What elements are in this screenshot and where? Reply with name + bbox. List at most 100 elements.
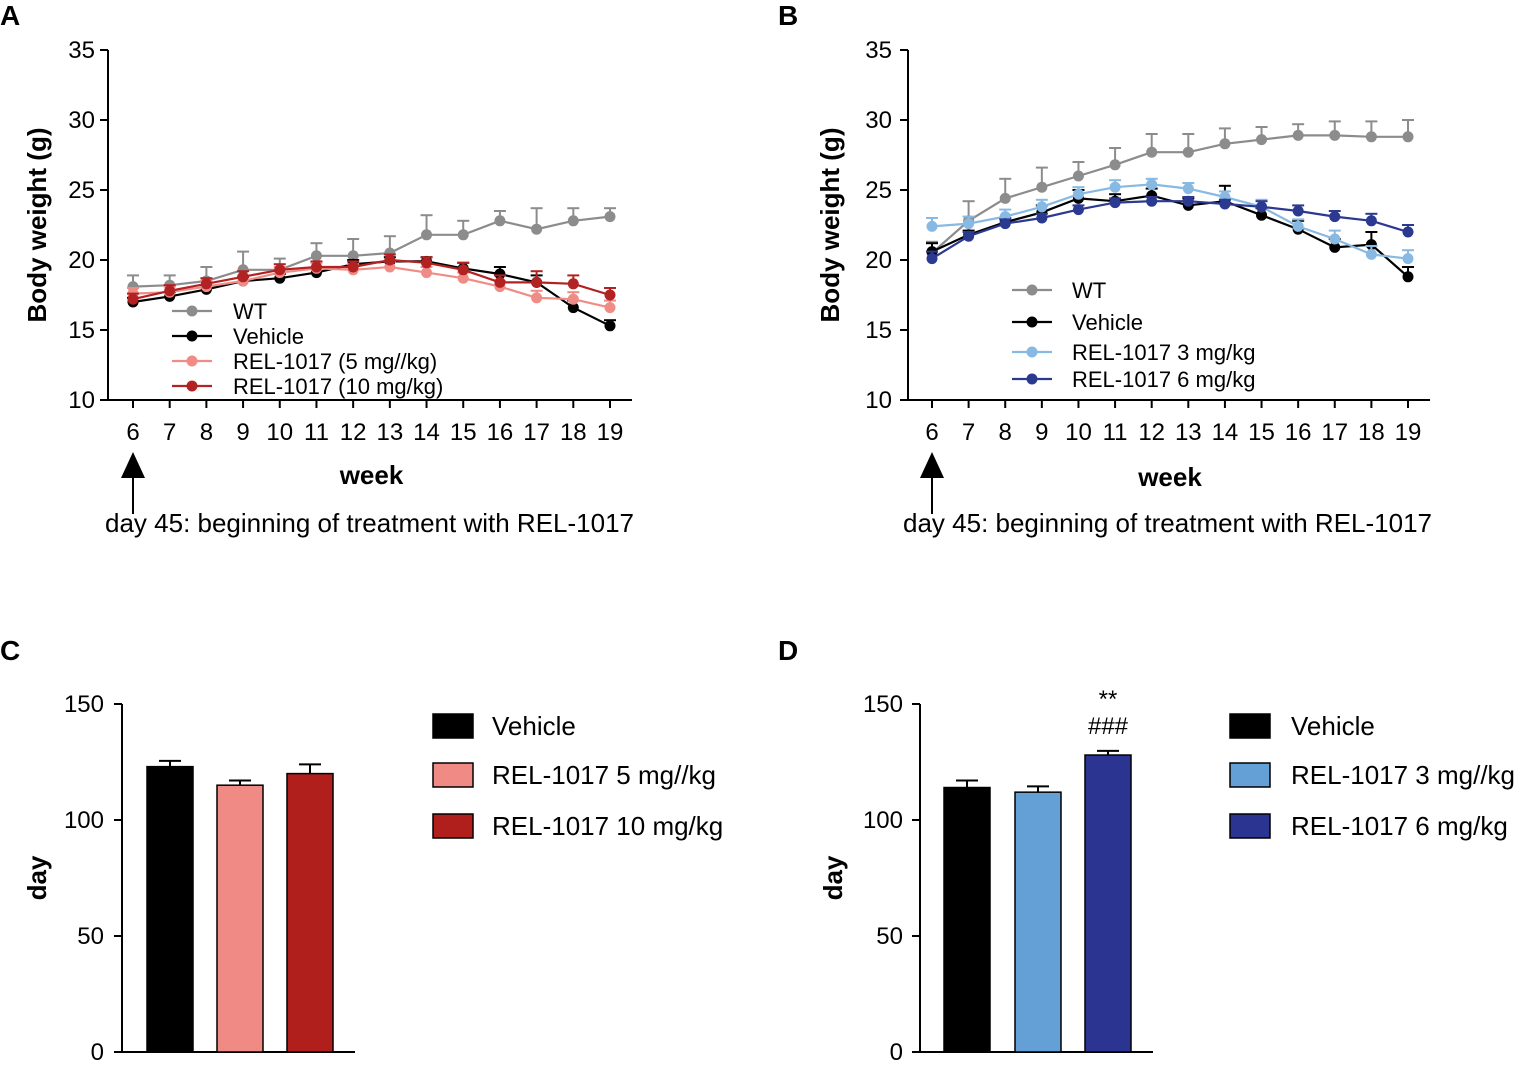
panel-a-data-point: [567, 278, 579, 290]
panel-a-data-point: [347, 250, 359, 262]
panel-a-chart: 10 15 20 25 30 35 6 7 8 9 10 11 12 13 14 15 16 17 18 19 Body…: [22, 37, 634, 538]
panel-b-series-3: [926, 195, 1414, 265]
panel-d-legend-label: Vehicle: [1291, 711, 1375, 741]
panel-d-y-tick-label: 150: [863, 691, 903, 718]
panel-a-data-point: [604, 211, 616, 223]
panel-b-legend-label: Vehicle: [1072, 310, 1143, 335]
panel-b-data-point: [1182, 183, 1194, 195]
panel-a-y-tick-label: 30: [68, 107, 95, 134]
panel-a-data-point: [457, 229, 469, 241]
panel-a-x-tick-label: 13: [376, 419, 403, 446]
panel-a-x-tick-label: 9: [236, 419, 249, 446]
panel-b-data-point: [963, 218, 975, 230]
panel-b-chart: 10 15 20 25 30 35 6 7 8 9 10 11 12 13 14 15 16 17 18 19 Body…: [815, 37, 1432, 538]
panel-a-legend-label: Vehicle: [233, 324, 304, 349]
panel-b-series-line: [931, 134, 1408, 254]
panel-b-y-tick-label: 20: [865, 247, 892, 274]
panel-a-x-tick-label: 12: [340, 419, 367, 446]
panel-a-x-tick-label: 14: [413, 419, 440, 446]
panel-a-data-point: [494, 215, 506, 227]
panel-b-data-point: [1365, 248, 1377, 260]
panel-c-y-tick-label: 0: [91, 1039, 104, 1066]
panel-a-y-tick-label: 15: [68, 317, 95, 344]
panel-a-data-point: [567, 215, 579, 227]
panel-a-x-tick-label: 7: [163, 419, 176, 446]
panel-a-y-axis-title: Body weight (g): [22, 128, 52, 323]
panel-c-y-tick-label: 150: [64, 691, 104, 718]
panel-d-bar-0: [943, 786, 991, 1053]
panel-label-a: A: [0, 0, 20, 31]
panel-b-data-point: [1036, 201, 1048, 213]
panel-a-x-tick-label: 18: [560, 419, 587, 446]
panel-b-data-point: [999, 192, 1011, 204]
panel-a-data-point: [531, 223, 543, 235]
panel-a-series-3: [127, 253, 616, 305]
panel-b-x-tick-label: 7: [962, 419, 975, 446]
panel-c-legend-label: Vehicle: [492, 711, 576, 741]
panel-a-legend-label: REL-1017 (5 mg//kg): [233, 349, 437, 374]
panel-a-annotation: day 45: beginning of treatment with REL-…: [105, 508, 634, 538]
panel-b-data-point: [1365, 239, 1377, 251]
panel-d-significance-label: ** ###: [1088, 686, 1129, 740]
panel-b-data-point: [1256, 201, 1268, 213]
panel-c-bar-2: [286, 772, 334, 1053]
panel-b-data-point: [1365, 215, 1377, 227]
panel-b-data-point: [1072, 204, 1084, 216]
panel-b-annotation: day 45: beginning of treatment with REL-…: [903, 508, 1432, 538]
panel-b-data-point: [926, 220, 938, 232]
panel-b-legend-label: REL-1017 6 mg/kg: [1072, 367, 1255, 392]
panel-d-legend-swatch: [1229, 713, 1271, 739]
panel-b-data-point: [999, 218, 1011, 230]
panel-c-y-tick-label: 100: [64, 807, 104, 834]
panel-b-series-0: [926, 119, 1414, 259]
panel-a-x-tick-label: 10: [266, 419, 293, 446]
panel-b-data-point: [1402, 131, 1414, 143]
panel-b-x-tick-label: 9: [1035, 419, 1048, 446]
panel-b-data-point: [1329, 129, 1341, 141]
panel-a-data-point: [164, 285, 176, 297]
panel-a-data-point: [237, 271, 249, 283]
panel-b-data-point: [963, 230, 975, 242]
panel-a-data-point: [274, 264, 286, 276]
panel-a-data-point: [421, 267, 433, 279]
panel-b-data-point: [1402, 253, 1414, 265]
panel-a-x-axis-title: week: [339, 460, 404, 490]
panel-a-x-tick-label: 8: [200, 419, 213, 446]
panel-a-data-point: [200, 278, 212, 290]
panel-b-data-point: [1365, 131, 1377, 143]
panel-b-data-point: [1292, 205, 1304, 217]
panel-a-data-point: [457, 272, 469, 284]
panel-a-data-point: [604, 320, 616, 332]
panel-b-x-tick-label: 14: [1212, 419, 1239, 446]
panel-a-legend-label: REL-1017 (10 mg/kg): [233, 374, 443, 399]
panel-d-bar-2: [1084, 754, 1132, 1053]
panel-a-data-point: [494, 268, 506, 280]
panel-a-data-point: [567, 302, 579, 314]
panel-c-legend-swatch: [432, 762, 474, 788]
panel-c-legend-swatch: [432, 713, 474, 739]
panel-a-data-point: [347, 261, 359, 273]
panel-b-y-axis-title: Body weight (g): [815, 128, 845, 323]
panel-d-significance-line: ###: [1088, 713, 1129, 740]
panel-c-legend-swatch: [432, 813, 474, 839]
panel-b-data-point: [1072, 188, 1084, 200]
panel-b-legend-label: WT: [1072, 278, 1106, 303]
panel-b-x-tick-label: 16: [1285, 419, 1312, 446]
panel-a-data-point: [567, 293, 579, 305]
panel-b-x-tick-label: 6: [925, 419, 938, 446]
panel-b-legend-marker: [1026, 316, 1038, 328]
panel-a-data-point: [531, 276, 543, 288]
panel-b-data-point: [1146, 195, 1158, 207]
panel-d-legend-label: REL-1017 6 mg/kg: [1291, 811, 1508, 841]
panel-a-series-line: [132, 265, 611, 309]
panel-b-data-point: [1256, 209, 1268, 221]
panel-b-series-line: [931, 183, 1409, 260]
panel-a-legend-marker: [186, 330, 198, 342]
panel-b-y-tick-label: 15: [865, 317, 892, 344]
panel-d-significance-line: **: [1099, 686, 1118, 713]
panel-b-y-tick-label: 25: [865, 177, 892, 204]
panel-b-y-tick-label: 10: [865, 387, 892, 414]
panel-a-data-point: [421, 229, 433, 241]
panel-c-chart: 0 50 100 150 day Vehicle REL-1017 5 mg//kg REL-…: [22, 691, 723, 1066]
